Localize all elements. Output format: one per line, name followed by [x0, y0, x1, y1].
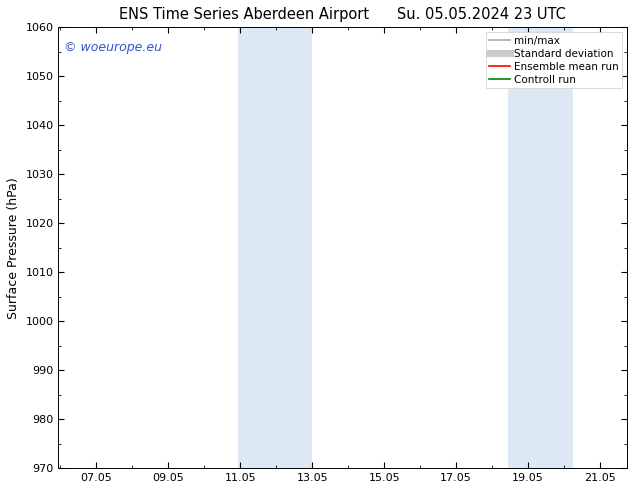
Legend: min/max, Standard deviation, Ensemble mean run, Controll run: min/max, Standard deviation, Ensemble me…: [486, 32, 622, 88]
Y-axis label: Surface Pressure (hPa): Surface Pressure (hPa): [7, 177, 20, 318]
Text: © woeurope.eu: © woeurope.eu: [64, 41, 162, 53]
Title: ENS Time Series Aberdeen Airport      Su. 05.05.2024 23 UTC: ENS Time Series Aberdeen Airport Su. 05.…: [119, 7, 566, 22]
Bar: [238, 27, 312, 468]
Bar: [508, 27, 573, 468]
